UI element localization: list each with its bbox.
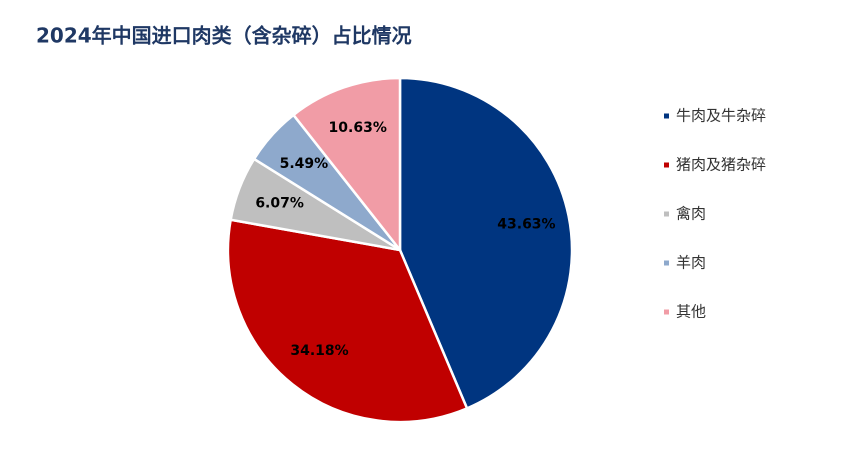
legend-label: 其他	[676, 303, 706, 321]
pie-slice	[291, 76, 402, 254]
legend-label: 猪肉及猪杂碎	[676, 156, 766, 174]
data-label: 6.07%	[255, 196, 304, 212]
legend-label: 牛肉及牛杂碎	[676, 107, 766, 125]
chart-title: 2024年中国进口肉类（含杂碎）占比情况	[36, 24, 412, 48]
legend-marker	[664, 211, 669, 217]
data-label: 5.49%	[280, 156, 329, 172]
data-label: 10.63%	[329, 120, 387, 136]
data-label: 43.63%	[497, 216, 555, 232]
legend-marker	[664, 309, 669, 315]
data-label: 34.18%	[290, 343, 348, 359]
legend-label: 羊肉	[676, 254, 706, 272]
pie-slice	[226, 218, 469, 424]
legend-marker	[664, 260, 669, 266]
legend-marker	[664, 162, 669, 168]
legend-label: 禽肉	[676, 205, 706, 223]
legend-marker	[664, 113, 669, 119]
pie-slice	[398, 76, 574, 411]
